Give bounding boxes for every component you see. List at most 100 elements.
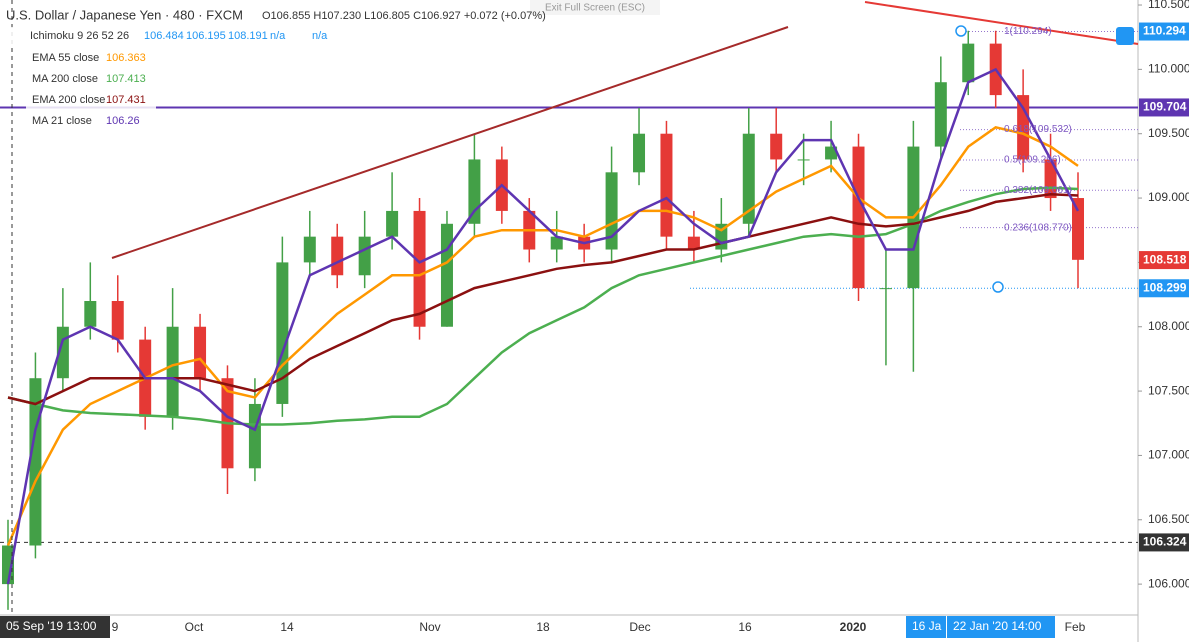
fib-label: 0.382(109.061): [1004, 185, 1072, 196]
legend-value: 106.195: [186, 30, 226, 42]
legend-bg: [26, 49, 156, 67]
trend-line: [111, 26, 789, 259]
time-badge-label: 05 Sep '19 13:00: [6, 619, 97, 633]
legend-name: Ichimoku 9 26 52 26: [30, 30, 129, 42]
legend-name: MA 200 close: [32, 73, 98, 85]
candle-body: [934, 82, 947, 147]
y-tick-label: 106.000: [1148, 576, 1189, 590]
time-badge: [947, 616, 1055, 638]
price-badge-label: 106.324: [1143, 535, 1187, 549]
x-tick-label: 16: [738, 620, 752, 634]
fib-label: 0.618(109.532): [1004, 124, 1072, 135]
candle-body: [2, 545, 14, 585]
time-badge-label: 22 Jan '20 14:00: [953, 619, 1042, 633]
y-tick-label: 110.500: [1148, 0, 1189, 11]
fib-label: 1(110.294): [1004, 26, 1052, 37]
legend-value: 106.484: [144, 30, 184, 42]
legend-value: 106.363: [106, 52, 146, 64]
indicator-line: [7, 186, 1079, 426]
indicator-line: [7, 192, 1079, 406]
candle-body: [358, 236, 371, 276]
indicator-line: [6, 125, 1079, 546]
candle-body: [633, 133, 646, 173]
candle-body: [468, 159, 481, 224]
candle-body: [303, 236, 316, 263]
y-tick-label: 107.000: [1148, 448, 1189, 462]
candle-body: [742, 133, 755, 224]
x-tick-label: 9: [112, 620, 119, 634]
candle-body: [56, 326, 69, 379]
y-tick-label: 109.500: [1148, 126, 1189, 140]
price-badge: [1139, 22, 1189, 41]
legend-bg: [4, 27, 324, 45]
candle-body: [413, 210, 426, 327]
legend-bg: [26, 112, 156, 130]
candle-body: [248, 403, 261, 469]
legend-name: MA 21 close: [32, 115, 92, 127]
candle-body: [660, 133, 673, 237]
sync-button[interactable]: [1116, 27, 1134, 45]
candle-body: [111, 301, 124, 340]
fib-label: 0.5(109.296): [1004, 155, 1061, 166]
legend-bg: [26, 70, 156, 88]
fullscreen-hint-bg[interactable]: [530, 0, 660, 15]
x-tick-label: Nov: [419, 620, 440, 634]
price-badge-label: 109.704: [1143, 100, 1187, 114]
time-badge-label: 16 Ja: [912, 619, 942, 633]
x-tick-label: 2020: [840, 620, 867, 634]
time-badge: [906, 616, 946, 638]
candle-body: [331, 236, 344, 276]
y-tick-label: 106.500: [1148, 512, 1189, 526]
chart-title: U.S. Dollar / Japanese Yen · 480 · FXCM: [6, 7, 243, 22]
fullscreen-hint[interactable]: Exit Full Screen (ESC): [545, 3, 645, 14]
candle-body: [84, 301, 97, 327]
fib-handle[interactable]: [955, 25, 967, 37]
y-tick-label: 108.000: [1148, 319, 1189, 333]
fib-label: 0.236(108.770): [1004, 222, 1072, 233]
candle-body: [166, 326, 179, 417]
candle-body: [1017, 95, 1030, 160]
y-tick-label: 107.500: [1148, 383, 1189, 397]
y-tick-label: 109.000: [1148, 190, 1189, 204]
legend-value: n/a: [270, 30, 286, 42]
trend-line: [864, 1, 1139, 45]
x-tick-label: Oct: [185, 620, 204, 634]
price-badge: [1139, 98, 1189, 117]
x-tick-label: 18: [536, 620, 550, 634]
legend-name: EMA 55 close: [32, 52, 99, 64]
candle-body: [605, 172, 618, 250]
candle-body: [879, 288, 892, 290]
legend-bg: [26, 91, 156, 109]
candle-body: [687, 236, 700, 250]
price-badge: [1139, 251, 1189, 270]
indicator-line: [6, 67, 1080, 585]
legend: Ichimoku 9 26 52 26 106.484 106.195 108.191…: [4, 27, 328, 130]
legend-name: EMA 200 close: [32, 94, 105, 106]
time-badge: [0, 616, 110, 638]
legend-value: 107.431: [106, 94, 146, 106]
y-tick-label: 110.000: [1148, 62, 1189, 76]
legend-value: 106.26: [106, 115, 140, 127]
candle-body: [550, 236, 563, 250]
x-tick-label: 14: [280, 620, 294, 634]
candle-body: [276, 262, 289, 404]
x-tick-label: Feb: [1065, 620, 1086, 634]
candle-body: [797, 159, 810, 161]
price-badge: [1139, 533, 1189, 552]
legend-value: 107.413: [106, 73, 146, 85]
price-badge-label: 110.294: [1143, 24, 1186, 38]
candle-body: [440, 223, 453, 327]
candle-body: [825, 146, 838, 160]
price-badge-label: 108.518: [1143, 252, 1187, 266]
candle-body: [386, 210, 399, 237]
legend-value: 108.191: [228, 30, 268, 42]
candle-body: [962, 43, 975, 83]
candle-body: [852, 146, 865, 289]
legend-value: n/a: [312, 30, 328, 42]
x-tick-label: Dec: [629, 620, 650, 634]
price-badge-label: 108.299: [1143, 280, 1187, 294]
plot: [0, 30, 1138, 610]
fib-handle[interactable]: [992, 281, 1004, 293]
